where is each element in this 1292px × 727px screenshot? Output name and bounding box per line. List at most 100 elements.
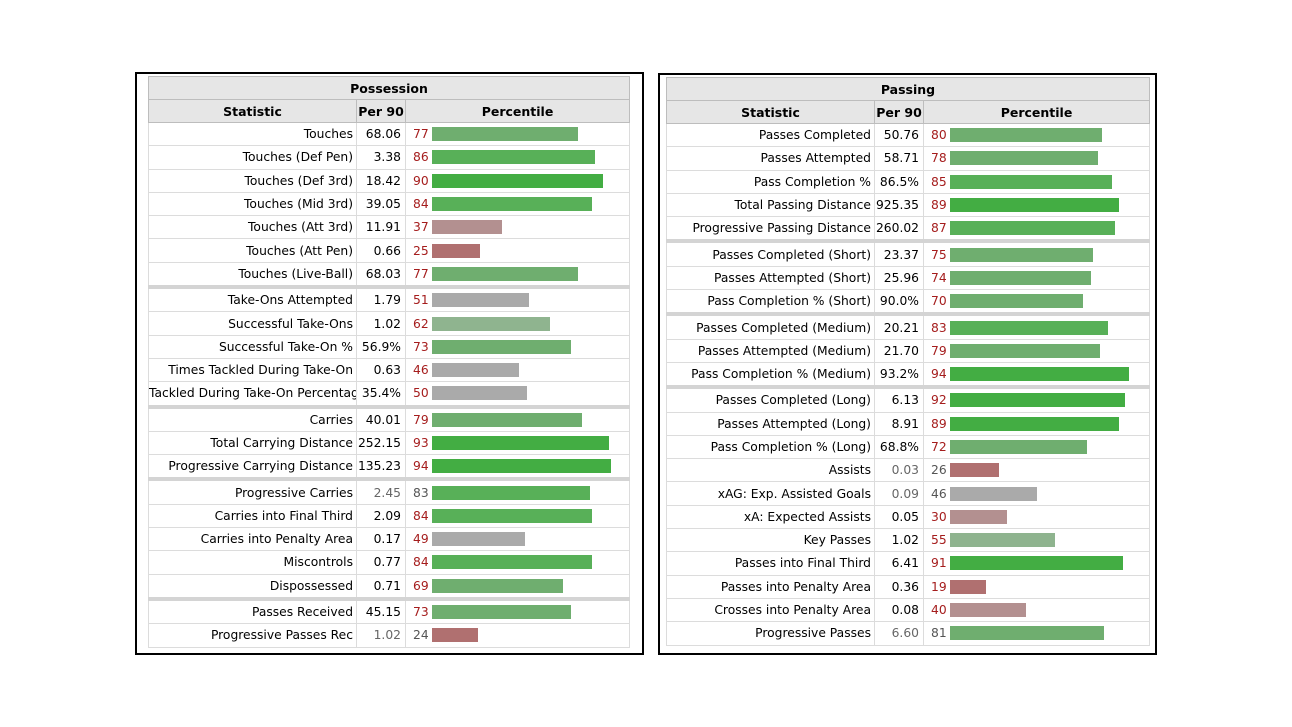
- passing-panel: Passing Statistic Per 90 Percentile Pass…: [658, 73, 1157, 655]
- percentile-cell: 89: [922, 192, 1151, 218]
- column-header-per90[interactable]: Per 90: [356, 99, 406, 123]
- per90-cell: 0.09: [874, 481, 924, 506]
- column-header-statistic[interactable]: Statistic: [148, 99, 357, 123]
- column-header-statistic[interactable]: Statistic: [666, 100, 875, 124]
- percentile-cell: 26: [922, 458, 1151, 483]
- percentile-bar: [432, 459, 611, 474]
- percentile-cell: 79: [922, 338, 1151, 363]
- percentile-value: 24: [413, 628, 429, 643]
- table-row: Successful Take-Ons 1.02 62: [148, 311, 631, 336]
- percentile-value: 77: [413, 266, 429, 281]
- statistic-cell: Carries into Final Third: [148, 503, 357, 529]
- table-title: Passing: [665, 77, 1151, 101]
- statistic-cell: Passes Attempted (Short): [666, 265, 875, 291]
- table-row: Passes Attempted (Long) 8.91 89: [666, 411, 1151, 436]
- per90-cell: 925.35: [874, 192, 924, 218]
- statistic-cell: Passes into Penalty Area: [666, 574, 875, 599]
- per90-cell: 50.76: [874, 122, 924, 148]
- per90-cell: 45.15: [356, 596, 406, 625]
- percentile-value: 46: [931, 486, 947, 501]
- percentile-cell: 24: [404, 623, 631, 648]
- percentile-cell: 89: [922, 411, 1151, 436]
- percentile-value: 62: [413, 316, 429, 331]
- percentile-value: 90: [413, 173, 429, 188]
- percentile-bar: [432, 173, 603, 188]
- percentile-cell: 62: [404, 311, 631, 336]
- percentile-value: 19: [931, 579, 947, 594]
- percentile-bar: [432, 555, 592, 570]
- percentile-bar: [950, 221, 1115, 236]
- statistic-cell: Passes Completed (Short): [666, 239, 875, 267]
- statistic-cell: Touches (Att Pen): [148, 238, 357, 263]
- table-row: Passes Completed (Medium) 20.21 83: [666, 312, 1151, 340]
- percentile-cell: 19: [922, 574, 1151, 599]
- percentile-cell: 69: [404, 573, 631, 600]
- per90-cell: 0.03: [874, 458, 924, 483]
- percentile-bar: [432, 363, 519, 378]
- statistic-cell: Pass Completion % (Short): [666, 289, 875, 315]
- per90-cell: 0.77: [356, 550, 406, 575]
- table-row: Passes Completed 50.76 80: [666, 122, 1151, 148]
- percentile-value: 84: [413, 197, 429, 212]
- percentile-value: 81: [931, 626, 947, 641]
- percentile-cell: 84: [404, 503, 631, 529]
- percentile-value: 84: [413, 508, 429, 523]
- per90-cell: 93.2%: [874, 361, 924, 388]
- table-title: Possession: [147, 76, 631, 100]
- table-row: Tackled During Take-On Percentage 35.4% 50: [148, 381, 631, 408]
- percentile-cell: 55: [922, 528, 1151, 553]
- percentile-bar: [950, 393, 1125, 408]
- percentile-value: 74: [931, 270, 947, 285]
- column-header-percentile[interactable]: Percentile: [922, 100, 1151, 124]
- table-row: Pass Completion % (Long) 68.8% 72: [666, 434, 1151, 460]
- percentile-bar: [950, 416, 1119, 431]
- table-row: Progressive Passes 6.60 81: [666, 621, 1151, 646]
- statistic-cell: Successful Take-On %: [148, 334, 357, 359]
- percentile-cell: 84: [404, 550, 631, 575]
- percentile-bar: [432, 436, 609, 450]
- possession-panel: Possession Statistic Per 90 Percentile T…: [135, 72, 644, 655]
- statistic-cell: Touches (Mid 3rd): [148, 191, 357, 217]
- column-header-percentile[interactable]: Percentile: [404, 99, 631, 123]
- percentile-cell: 77: [404, 261, 631, 288]
- per90-cell: 86.5%: [874, 169, 924, 194]
- percentile-bar: [432, 243, 480, 258]
- percentile-value: 89: [931, 198, 947, 213]
- table-row: Miscontrols 0.77 84: [148, 550, 631, 575]
- statistic-cell: Passes Completed (Medium): [666, 312, 875, 340]
- percentile-cell: 87: [922, 216, 1151, 242]
- column-header-per90[interactable]: Per 90: [874, 100, 924, 124]
- per90-cell: 0.08: [874, 597, 924, 623]
- statistic-cell: Dispossessed: [148, 573, 357, 600]
- percentile-cell: 81: [922, 621, 1151, 646]
- statistic-cell: xA: Expected Assists: [666, 504, 875, 530]
- table-row: Progressive Passes Rec 1.02 24: [148, 623, 631, 648]
- per90-cell: 20.21: [874, 312, 924, 340]
- per90-cell: 18.42: [356, 168, 406, 193]
- percentile-cell: 73: [404, 596, 631, 625]
- percentile-bar: [432, 386, 527, 401]
- table-row: Successful Take-On % 56.9% 73: [148, 334, 631, 359]
- percentile-value: 92: [931, 393, 947, 408]
- percentile-value: 73: [413, 605, 429, 620]
- per90-cell: 6.13: [874, 385, 924, 413]
- percentile-cell: 83: [922, 312, 1151, 340]
- per90-cell: 1.79: [356, 285, 406, 313]
- percentile-cell: 93: [404, 430, 631, 456]
- statistic-cell: Times Tackled During Take-On: [148, 357, 357, 383]
- percentile-bar: [950, 626, 1104, 641]
- table-row: Assists 0.03 26: [666, 458, 1151, 483]
- per90-cell: 25.96: [874, 265, 924, 291]
- table-row: Pass Completion % 86.5% 85: [666, 169, 1151, 194]
- table-row: Touches (Def Pen) 3.38 86: [148, 145, 631, 170]
- percentile-cell: 30: [922, 504, 1151, 530]
- percentile-cell: 51: [404, 285, 631, 313]
- statistic-cell: Successful Take-Ons: [148, 311, 357, 336]
- percentile-value: 26: [931, 463, 947, 478]
- percentile-bar: [950, 603, 1026, 618]
- percentile-bar: [950, 533, 1055, 548]
- percentile-bar: [950, 440, 1087, 454]
- per90-cell: 2.45: [356, 477, 406, 505]
- percentile-bar: [950, 486, 1037, 501]
- table-row: Crosses into Penalty Area 0.08 40: [666, 597, 1151, 623]
